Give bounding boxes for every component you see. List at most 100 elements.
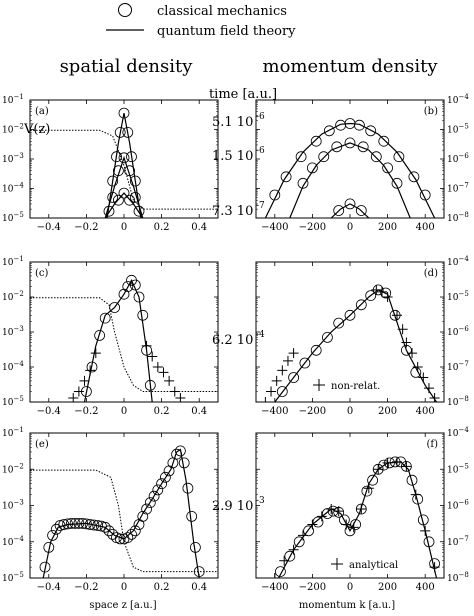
classical-marker [133, 291, 145, 303]
time-value: 1.5 10 -6 [212, 146, 265, 164]
classical-marker [43, 542, 55, 553]
y-tick-label: 10−2 [2, 123, 24, 136]
plus-marker [175, 393, 186, 402]
classical-marker [423, 536, 435, 548]
panel-label: (e) [35, 439, 49, 450]
classical-marker [303, 525, 315, 537]
classical-marker [124, 194, 136, 206]
plus-marker [341, 519, 352, 530]
classical-marker [86, 361, 98, 373]
x-tick-label: 0.2 [154, 406, 170, 417]
legend-circle-marker [118, 3, 132, 17]
classical-marker [333, 205, 345, 216]
classical-marker [321, 331, 333, 343]
classical-marker [355, 299, 367, 311]
classical-marker [92, 520, 104, 531]
classical-marker [62, 518, 73, 530]
plus-marker [260, 397, 271, 402]
x-tick-label: −400 [261, 406, 288, 417]
plus-marker [371, 284, 382, 295]
classical-marker [99, 312, 111, 324]
classical-marker [129, 175, 141, 187]
classical-marker [118, 187, 130, 199]
classical-marker [391, 177, 403, 189]
classical-marker [144, 497, 156, 509]
y-tick-label: 10−7 [447, 182, 469, 195]
y-tick-label: 10−1 [2, 93, 24, 106]
y-tick-label: 10−3 [2, 325, 24, 338]
plus-marker [269, 573, 280, 578]
classical-marker [331, 141, 343, 153]
y-tick-label: 10−4 [2, 535, 24, 548]
analytical-label: analytical [349, 560, 398, 571]
time-value: 5.1 10 -6 [212, 112, 265, 130]
classical-marker [299, 357, 311, 369]
classical-marker [141, 503, 153, 515]
momentum-density-title: momentum density [263, 56, 439, 77]
classical-marker [73, 518, 85, 529]
plot-area [30, 107, 218, 218]
classical-marker [129, 279, 141, 291]
plus-marker [282, 355, 293, 366]
classical-marker [344, 525, 356, 537]
classical-marker [77, 518, 88, 529]
potential-curve [30, 297, 218, 392]
classical-marker [335, 119, 347, 131]
y-tick-label: 10−7 [447, 360, 469, 373]
x-tick-label: 0.4 [191, 582, 207, 593]
qft-curve [83, 278, 153, 402]
plus-marker [288, 544, 299, 555]
x-tick-label: 0 [347, 406, 353, 417]
x-tick-label: 0.4 [191, 222, 207, 233]
plus-marker [85, 365, 96, 376]
x-tick-label: 400 [416, 406, 435, 417]
x-tick-label: 200 [378, 406, 397, 417]
classical-marker [312, 516, 324, 528]
plus-marker-icon [331, 558, 343, 570]
time-mantissa: 5.1 10 [212, 115, 253, 130]
classical-marker [47, 530, 58, 541]
classical-marker [159, 471, 171, 483]
x-tick-label: −400 [261, 582, 288, 593]
classical-marker [344, 198, 356, 210]
y-tick-label: 10−5 [2, 211, 24, 224]
panel-label: (d) [424, 268, 438, 279]
classical-marker [126, 151, 137, 163]
plus-marker [407, 348, 418, 359]
classical-marker [84, 519, 96, 530]
x-tick-label: 0 [347, 582, 353, 593]
legend: classical mechanics quantum field theory [106, 3, 296, 39]
classical-marker [114, 533, 126, 545]
x-tick-label: 200 [378, 222, 397, 233]
classical-marker [353, 119, 365, 131]
plus-marker-icon [313, 379, 325, 391]
time-value: 2.9 10 -3 [212, 496, 265, 514]
classical-marker [406, 474, 418, 486]
x-tick-label: 0 [121, 406, 127, 417]
plus-marker [68, 393, 79, 402]
plot-frame [29, 432, 219, 579]
panel-label: (c) [35, 268, 49, 279]
y-tick-label: 10−1 [2, 426, 24, 439]
time-mantissa: 6.2 10 [212, 333, 253, 348]
nonrel-legend: non-relat. [313, 379, 380, 392]
y-tick-label: 10−2 [2, 462, 24, 475]
plus-marker [73, 386, 84, 397]
x-axis-label-momentum: momentum k [a.u.] [299, 600, 395, 611]
plus-marker [90, 348, 101, 359]
classical-marker [58, 519, 70, 530]
panel-c: −0.4 −0.2 0 0.2 0.4 10−5 10−4 10−3 10−2 10−1 (c) [2, 255, 219, 417]
classical-marker [111, 151, 122, 163]
qft-curve [106, 112, 142, 218]
classical-marker [66, 518, 77, 529]
classical-marker [276, 386, 288, 397]
plus-marker [412, 362, 423, 372]
classical-marker [178, 457, 190, 469]
plus-marker [410, 489, 421, 500]
classical-marker [171, 448, 183, 460]
plus-marker [429, 562, 440, 573]
plus-marker [397, 324, 408, 335]
plus-marker [429, 393, 440, 402]
classical-marker [182, 482, 194, 494]
